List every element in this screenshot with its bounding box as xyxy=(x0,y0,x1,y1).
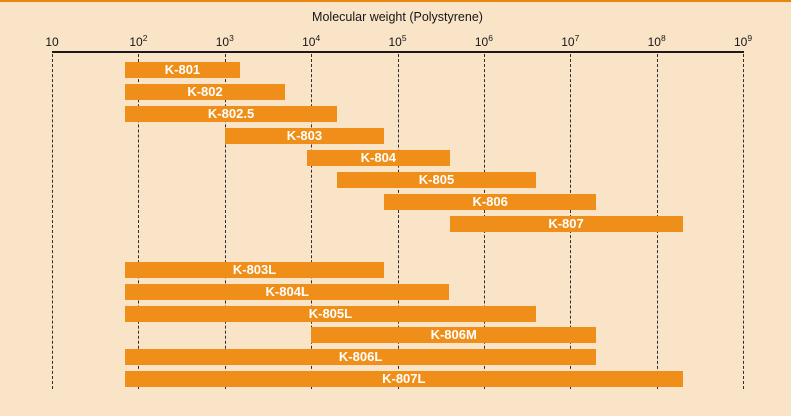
range-bar: K-803 xyxy=(224,128,385,144)
x-axis-tick-label: 106 xyxy=(474,33,493,49)
bar-label: K-807 xyxy=(548,216,584,231)
bar-label: K-805L xyxy=(308,306,353,321)
bar-label: K-801 xyxy=(164,62,201,77)
range-bar: K-803L xyxy=(124,262,385,278)
decade-gridline xyxy=(397,54,399,389)
bar-label: K-802.5 xyxy=(207,106,255,121)
x-axis-tick-label: 107 xyxy=(561,33,580,49)
bar-label: K-804 xyxy=(360,150,397,165)
range-bar: K-807L xyxy=(124,371,683,387)
x-axis-tick-label: 103 xyxy=(215,33,234,49)
top-accent-rule xyxy=(0,0,791,2)
range-bar: K-804L xyxy=(124,284,450,300)
bar-label: K-802 xyxy=(187,84,223,99)
range-bar: K-802 xyxy=(124,84,286,100)
range-bar: K-806 xyxy=(384,194,597,210)
range-bar: K-804 xyxy=(307,150,450,166)
x-axis-tick-label: 108 xyxy=(647,33,666,49)
x-axis-tick-label: 109 xyxy=(733,33,753,49)
range-bar: K-805 xyxy=(337,172,536,188)
chart-title: Molecular weight (Polystyrene) xyxy=(312,10,483,24)
bar-label: K-805 xyxy=(418,172,455,187)
decade-gridline xyxy=(52,54,53,389)
x-axis-tick-label: 10 xyxy=(45,35,59,49)
range-bar: K-806L xyxy=(124,349,597,365)
range-bar: K-805L xyxy=(124,306,536,322)
bar-label: K-806L xyxy=(338,349,383,364)
range-bar: K-801 xyxy=(124,62,240,78)
x-axis-line xyxy=(52,51,744,53)
range-bar: K-807 xyxy=(449,216,683,232)
decade-gridline xyxy=(311,54,313,389)
bar-label: K-806 xyxy=(472,194,508,209)
bar-label: K-804L xyxy=(265,284,309,299)
bar-label: K-806M xyxy=(430,327,477,342)
bar-label: K-803 xyxy=(286,128,323,143)
x-axis-tick-label: 104 xyxy=(302,33,321,49)
bar-label: K-807L xyxy=(382,371,426,386)
x-axis-tick-label: 105 xyxy=(388,33,407,49)
decade-gridline xyxy=(743,54,744,389)
x-axis-tick-label: 102 xyxy=(129,33,148,49)
decade-gridline xyxy=(224,54,226,389)
decade-gridline xyxy=(138,54,140,389)
range-bar: K-806M xyxy=(311,327,597,343)
range-bar: K-802.5 xyxy=(124,106,338,122)
bar-label: K-803L xyxy=(232,262,277,277)
